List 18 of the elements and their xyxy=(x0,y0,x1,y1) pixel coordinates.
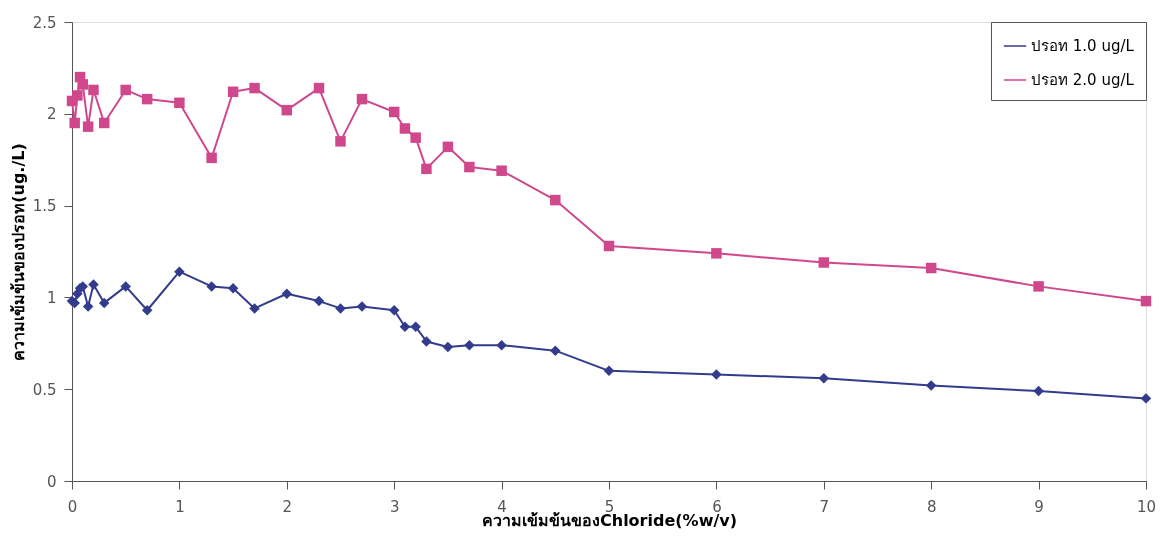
y-tick-label: 1 xyxy=(46,288,57,307)
x-tick-label: 3 xyxy=(389,497,400,516)
y-axis-title: ความเข้มข้นของปรอท(ug./L) xyxy=(8,143,28,361)
y-tick-label: 2.5 xyxy=(32,13,57,32)
y-tick-label: 1.5 xyxy=(32,197,57,216)
y-tick-label: 2 xyxy=(46,105,57,124)
x-tick-label: 2 xyxy=(282,497,293,516)
x-tick-label: 0 xyxy=(67,497,78,516)
x-tick-label: 9 xyxy=(1034,497,1044,516)
x-tick-label: 8 xyxy=(926,497,937,516)
y-tick-label: 0.5 xyxy=(32,380,57,399)
legend-label: ปรอท 1.0 ug/L xyxy=(1031,37,1135,55)
x-tick-label: 1 xyxy=(175,497,185,516)
legend-label: ปรอท 2.0 ug/L xyxy=(1031,71,1135,89)
x-tick-label: 10 xyxy=(1136,497,1157,516)
y-tick-label: 0 xyxy=(46,472,57,491)
x-tick-label: 4 xyxy=(497,497,507,516)
x-tick-label: 7 xyxy=(819,497,830,516)
